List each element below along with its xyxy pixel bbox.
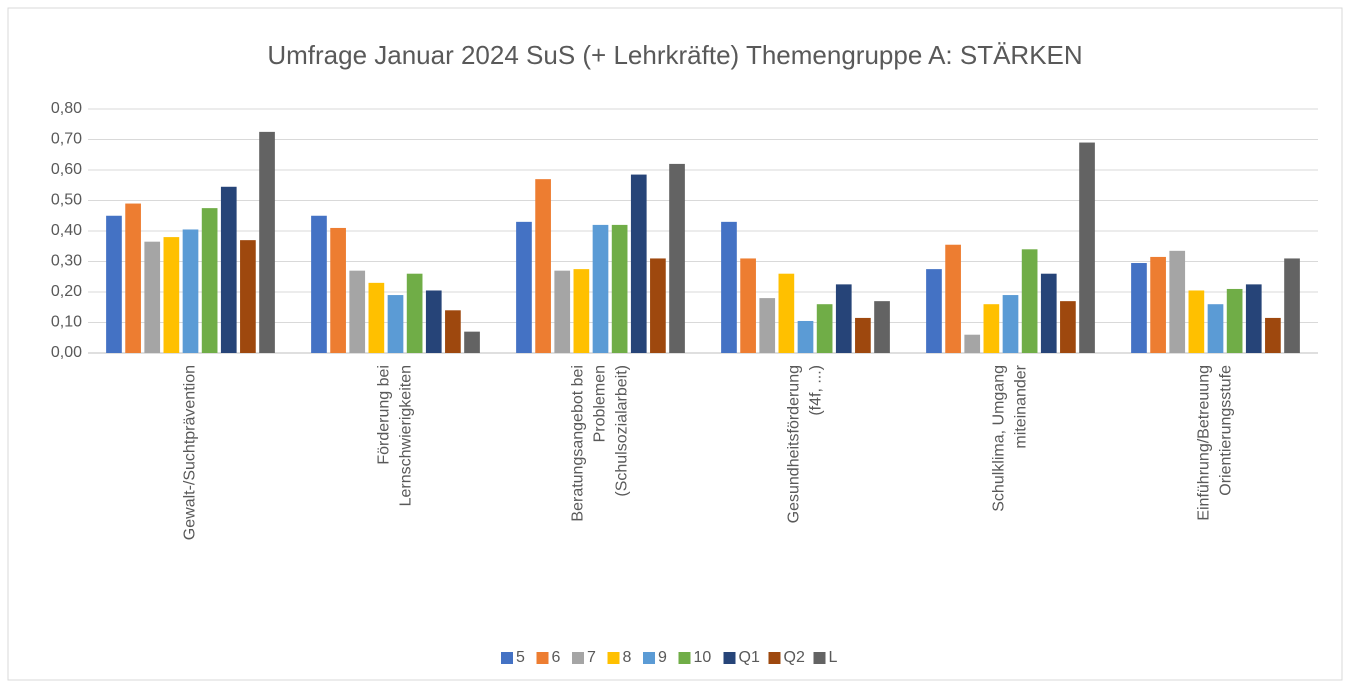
legend-label: 6 bbox=[552, 649, 561, 666]
bar bbox=[387, 295, 404, 353]
bar bbox=[1021, 249, 1038, 353]
bar bbox=[1060, 301, 1076, 353]
bar bbox=[368, 282, 385, 353]
x-tick-label: miteinander bbox=[1013, 364, 1030, 448]
x-tick-label: Lernschwierigkeiten bbox=[398, 365, 415, 506]
bar bbox=[1284, 258, 1300, 353]
bar bbox=[1150, 256, 1166, 353]
bar bbox=[816, 304, 833, 353]
x-tick-label: Einführung/Betreuung bbox=[1196, 365, 1213, 521]
x-tick-label: Gesundheitsförderung bbox=[786, 365, 803, 523]
bar bbox=[630, 174, 647, 353]
bar bbox=[778, 273, 795, 353]
bar bbox=[535, 179, 551, 353]
bar bbox=[554, 270, 571, 353]
bar bbox=[611, 224, 628, 353]
legend-label: 7 bbox=[587, 649, 596, 666]
legend-label: Q1 bbox=[739, 649, 760, 666]
bar bbox=[669, 163, 685, 353]
legend-swatch bbox=[643, 652, 655, 664]
y-tick-label: 0,30 bbox=[51, 253, 82, 270]
bar bbox=[182, 229, 199, 353]
bar bbox=[797, 320, 814, 353]
bar bbox=[1131, 263, 1147, 353]
bar bbox=[573, 269, 590, 353]
bar bbox=[874, 301, 890, 353]
bar bbox=[740, 258, 756, 353]
x-tick-label: Schulklima, Umgang bbox=[991, 365, 1008, 512]
bar bbox=[144, 241, 161, 353]
bar bbox=[201, 208, 218, 353]
legend-swatch bbox=[501, 652, 513, 664]
bar bbox=[406, 273, 423, 353]
bar bbox=[425, 290, 442, 353]
bar bbox=[1245, 284, 1262, 353]
bar bbox=[163, 237, 180, 353]
x-tick-label: Förderung bei bbox=[376, 365, 393, 465]
bar bbox=[516, 221, 532, 353]
x-tick-label: Gewalt-/Suchtprävention bbox=[182, 365, 199, 540]
legend-label: 5 bbox=[516, 649, 525, 666]
bar bbox=[650, 258, 666, 353]
legend-swatch bbox=[536, 652, 549, 664]
x-tick-label: Problemen bbox=[592, 365, 609, 442]
legend-swatch bbox=[723, 652, 736, 664]
chart-title: Umfrage Januar 2024 SuS (+ Lehrkräfte) T… bbox=[267, 40, 1082, 70]
bar bbox=[1265, 317, 1281, 353]
bar bbox=[240, 240, 256, 353]
x-tick-label: (f4f, ...) bbox=[808, 365, 825, 416]
legend-label: 9 bbox=[658, 649, 667, 666]
x-tick-label: Beratungsangebot bei bbox=[570, 365, 587, 522]
bar bbox=[125, 203, 141, 353]
bar bbox=[983, 304, 1000, 353]
bar bbox=[1002, 295, 1019, 353]
bar bbox=[311, 215, 327, 353]
bar bbox=[259, 131, 275, 353]
y-tick-label: 0,20 bbox=[51, 283, 82, 300]
bar bbox=[220, 186, 237, 353]
bar bbox=[945, 244, 961, 353]
x-tick-label: Orientierungsstufe bbox=[1218, 365, 1235, 496]
bar bbox=[1207, 304, 1224, 353]
bar bbox=[330, 227, 346, 353]
bar bbox=[1169, 250, 1186, 353]
legend-label: L bbox=[829, 649, 838, 666]
legend-swatch bbox=[607, 652, 620, 664]
bar bbox=[445, 310, 461, 353]
bar bbox=[1188, 290, 1205, 353]
y-tick-label: 0,80 bbox=[51, 100, 82, 117]
y-tick-label: 0,50 bbox=[51, 192, 82, 209]
legend-label: 10 bbox=[694, 649, 712, 666]
bar bbox=[1040, 273, 1057, 353]
bar bbox=[106, 215, 122, 353]
legend-swatch bbox=[813, 652, 826, 664]
legend-swatch bbox=[768, 652, 781, 664]
legend-label: Q2 bbox=[784, 649, 805, 666]
bar bbox=[835, 284, 852, 353]
bar bbox=[592, 224, 609, 353]
bar bbox=[855, 317, 871, 353]
y-tick-label: 0,60 bbox=[51, 161, 82, 178]
y-tick-label: 0,00 bbox=[51, 344, 82, 361]
legend-swatch bbox=[572, 652, 584, 664]
bar bbox=[464, 331, 480, 353]
bar bbox=[1226, 288, 1243, 353]
bar bbox=[964, 334, 981, 353]
legend-swatch bbox=[678, 652, 691, 664]
y-tick-label: 0,70 bbox=[51, 131, 82, 148]
bar bbox=[1079, 142, 1095, 353]
y-tick-label: 0,10 bbox=[51, 314, 82, 331]
bar bbox=[349, 270, 366, 353]
y-tick-label: 0,40 bbox=[51, 222, 82, 239]
x-tick-label: (Schulsozialarbeit) bbox=[614, 365, 631, 497]
bar bbox=[926, 269, 942, 353]
bar bbox=[721, 221, 737, 353]
bar bbox=[759, 298, 776, 353]
legend-label: 8 bbox=[623, 649, 632, 666]
